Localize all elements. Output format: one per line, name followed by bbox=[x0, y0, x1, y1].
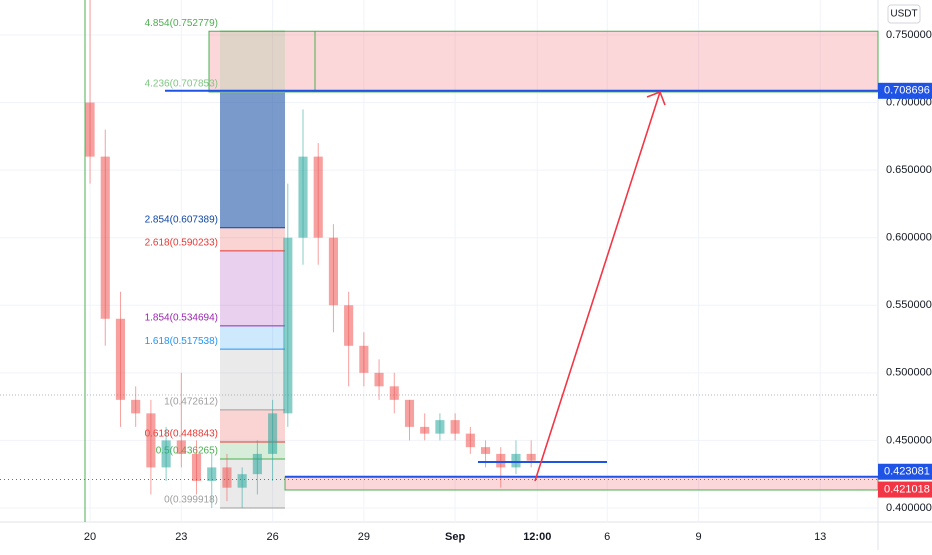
candle-body bbox=[374, 372, 384, 387]
candle-body bbox=[420, 426, 430, 434]
y-tick-label: 0.450000 bbox=[886, 434, 932, 446]
fib-zone bbox=[220, 31, 285, 92]
price-tag bbox=[878, 481, 932, 498]
candle-body bbox=[389, 386, 399, 400]
x-tick-label: 20 bbox=[84, 531, 96, 543]
candle-body bbox=[511, 453, 521, 468]
x-tick-label: 26 bbox=[266, 531, 278, 543]
y-tick-label: 0.700000 bbox=[886, 96, 932, 108]
fib-label: 2.618(0.590233) bbox=[145, 238, 218, 249]
price-tag-label: 0.423081 bbox=[884, 466, 930, 478]
fib-label: 0.5(0.436265) bbox=[156, 446, 218, 457]
fib-label: 4.236(0.707853) bbox=[145, 79, 218, 90]
x-tick-label: 23 bbox=[175, 531, 187, 543]
candle-body bbox=[313, 156, 323, 238]
price-tag bbox=[878, 463, 932, 480]
stop-zone bbox=[284, 476, 879, 491]
fib-zone bbox=[220, 91, 285, 228]
x-tick-label: 13 bbox=[814, 531, 826, 543]
fib-label: 2.854(0.607389) bbox=[145, 214, 218, 225]
candle-body bbox=[328, 237, 338, 306]
candle-body bbox=[435, 420, 445, 434]
unit-label: USDT bbox=[890, 9, 917, 20]
projection-arrow bbox=[534, 91, 661, 482]
y-tick-label: 0.550000 bbox=[886, 299, 932, 311]
candle-body bbox=[176, 440, 186, 454]
x-tick-label: Sep bbox=[445, 531, 465, 543]
fib-zone bbox=[220, 325, 285, 350]
fib-zone bbox=[220, 227, 285, 251]
candle-body bbox=[526, 453, 536, 461]
candle-body bbox=[161, 440, 171, 468]
y-tick-label: 0.750000 bbox=[886, 29, 932, 41]
candle-body bbox=[131, 399, 141, 414]
candle-body bbox=[237, 474, 247, 488]
fib-zone bbox=[220, 349, 285, 410]
price-tag-label: 0.708696 bbox=[884, 85, 930, 97]
candle-body bbox=[85, 102, 95, 157]
candle-body bbox=[450, 420, 460, 434]
candle-body bbox=[268, 413, 278, 454]
candle-body bbox=[496, 453, 506, 468]
candle-body bbox=[344, 305, 354, 346]
x-tick-label: 9 bbox=[695, 531, 701, 543]
y-tick-label: 0.500000 bbox=[886, 367, 932, 379]
unit-box[interactable] bbox=[887, 4, 921, 24]
y-tick-label: 0.400000 bbox=[886, 502, 932, 514]
arrow-head bbox=[646, 90, 666, 106]
fib-zone bbox=[220, 250, 285, 326]
candle-body bbox=[465, 433, 475, 448]
fib-label: 0(0.399918) bbox=[164, 495, 218, 506]
fib-label: 4.854(0.752779) bbox=[145, 18, 218, 29]
price-tag-label: 0.421018 bbox=[884, 483, 930, 495]
candle-body bbox=[480, 447, 491, 454]
candle-body bbox=[115, 318, 126, 400]
candle-body bbox=[359, 345, 369, 373]
candle-body bbox=[298, 156, 308, 238]
candle-body bbox=[146, 413, 156, 468]
candle-body bbox=[100, 156, 110, 319]
x-tick-label: 12:00 bbox=[523, 531, 551, 543]
y-tick-label: 0.650000 bbox=[886, 164, 932, 176]
candle-body bbox=[283, 237, 293, 414]
price-tag bbox=[878, 82, 932, 99]
x-tick-label: 29 bbox=[358, 531, 370, 543]
candle-body bbox=[207, 467, 217, 481]
fib-label: 1.618(0.517538) bbox=[145, 336, 218, 347]
candle-body bbox=[222, 467, 232, 488]
x-tick-label: 6 bbox=[604, 531, 610, 543]
candle-body bbox=[404, 399, 415, 427]
fib-label: 1(0.472612) bbox=[164, 396, 218, 407]
fib-label: 1.854(0.534694) bbox=[145, 313, 218, 324]
candle-body bbox=[252, 453, 262, 475]
target-zone bbox=[208, 30, 879, 93]
y-tick-label: 0.600000 bbox=[886, 232, 932, 244]
candle-body bbox=[191, 453, 202, 481]
